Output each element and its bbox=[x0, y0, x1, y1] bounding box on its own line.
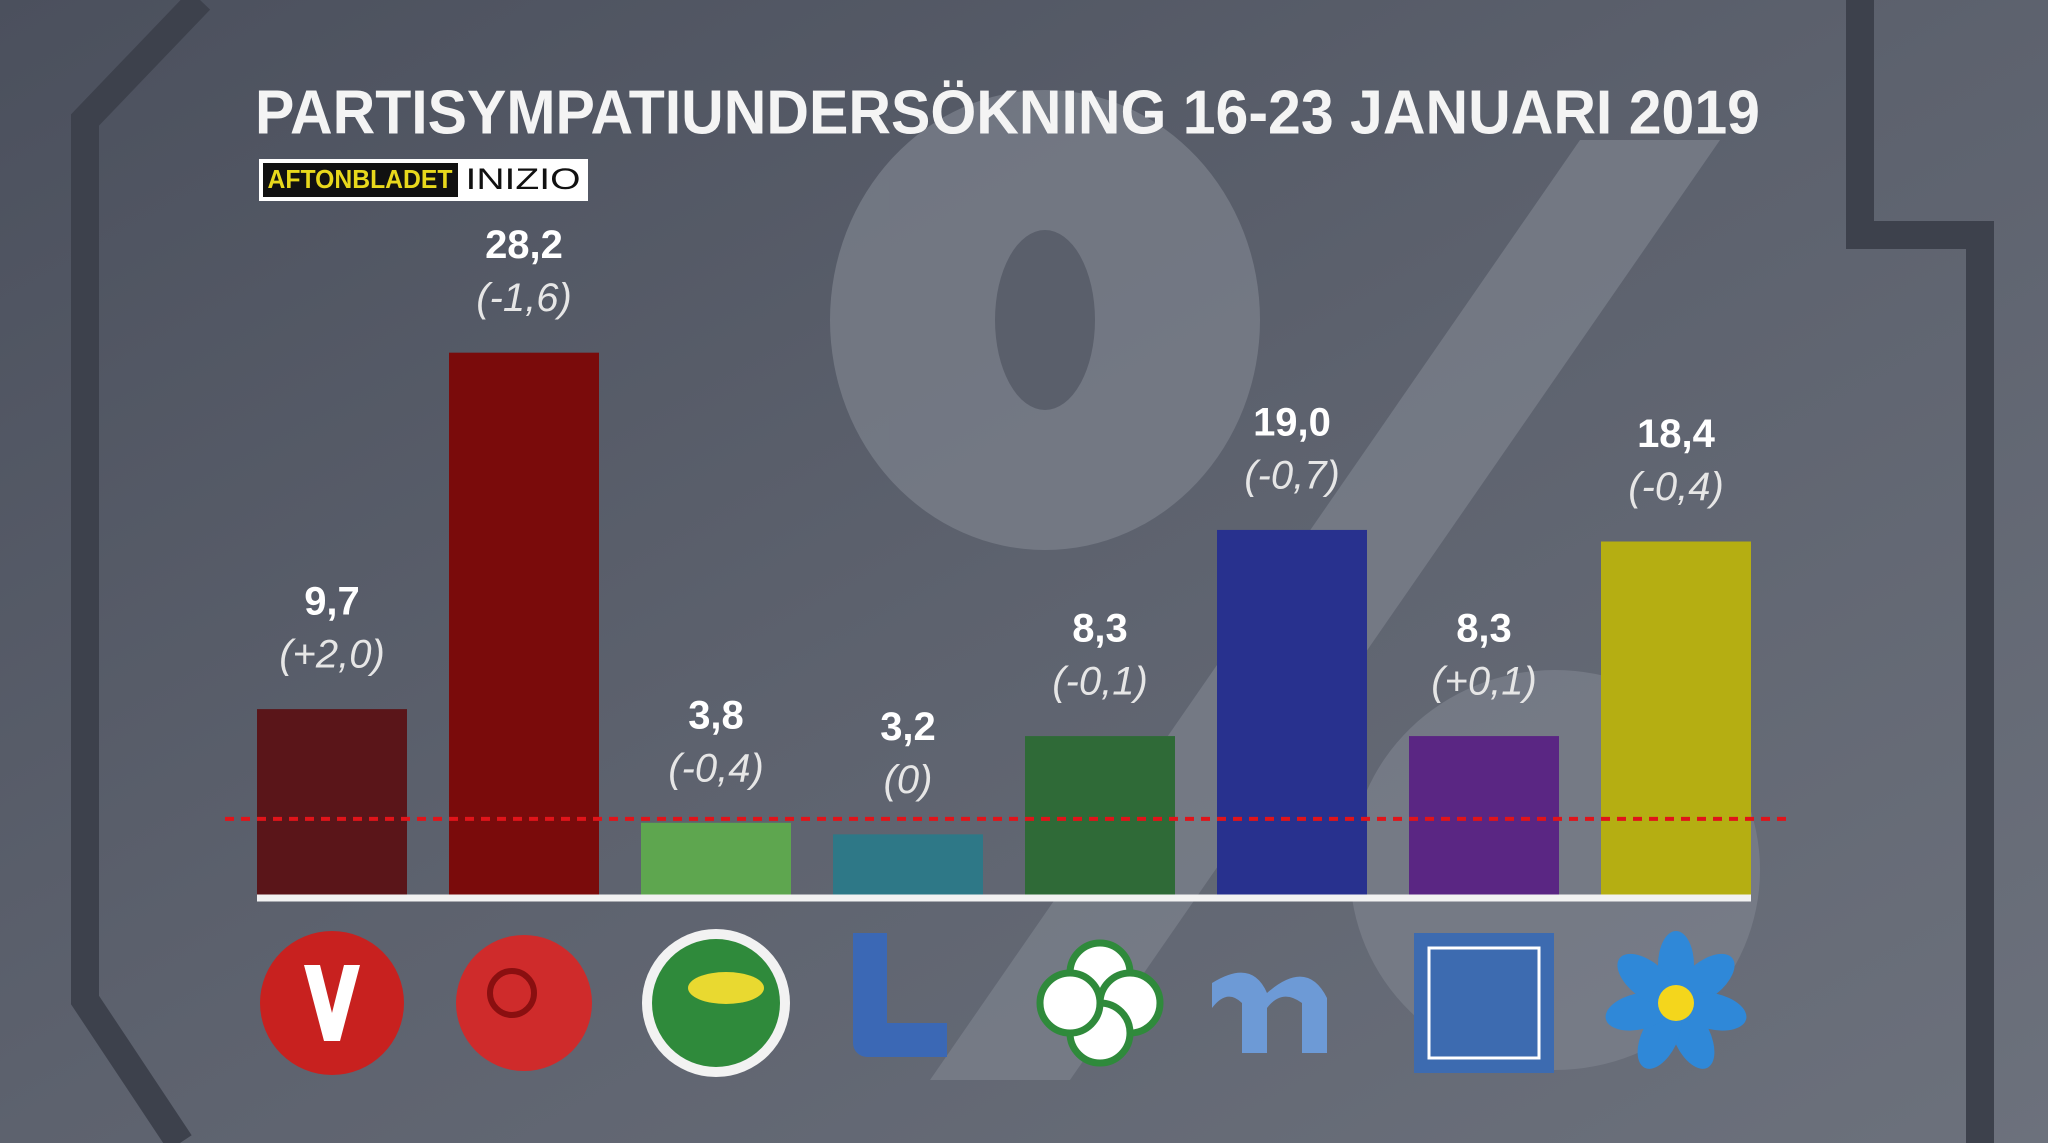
bar bbox=[641, 822, 791, 896]
logo bbox=[1670, 1005, 1715, 1069]
source-box-dark bbox=[263, 163, 458, 197]
logo bbox=[1414, 933, 1554, 1073]
frame-right bbox=[1846, 0, 1994, 1143]
change-label: (-0,7) bbox=[1244, 453, 1340, 497]
logo bbox=[304, 965, 360, 1041]
bar bbox=[833, 834, 983, 896]
value-label: 19,0 bbox=[1253, 400, 1331, 444]
logo bbox=[688, 972, 764, 1004]
bar bbox=[1025, 736, 1175, 896]
change-label: (+2,0) bbox=[279, 633, 385, 677]
chart-title: PARTISYMPATIUNDERSÖKNING 16-23 JANUARI 2… bbox=[255, 78, 1760, 147]
value-label: 28,2 bbox=[485, 223, 563, 267]
value-label: 8,3 bbox=[1072, 607, 1128, 651]
logo bbox=[260, 931, 404, 1075]
logo bbox=[1676, 953, 1735, 1005]
source-label: INIZIO bbox=[466, 163, 581, 196]
value-label: 18,4 bbox=[1637, 412, 1716, 456]
logo bbox=[1036, 969, 1104, 1037]
frame-left bbox=[71, 0, 211, 1143]
change-label: (-1,6) bbox=[476, 276, 572, 320]
watermark-hole bbox=[995, 230, 1095, 410]
value-label: 8,3 bbox=[1456, 607, 1512, 651]
bar bbox=[1601, 541, 1751, 896]
logo bbox=[1617, 953, 1676, 1005]
change-label: (+0,1) bbox=[1431, 660, 1537, 704]
change-label: (0) bbox=[884, 758, 933, 802]
value-label: 3,2 bbox=[880, 705, 936, 749]
bar bbox=[257, 709, 407, 896]
bar bbox=[1409, 736, 1559, 896]
logo bbox=[1427, 946, 1541, 1060]
logo bbox=[487, 968, 537, 1018]
logo bbox=[456, 935, 592, 1071]
logo bbox=[1658, 985, 1694, 1021]
change-label: (-0,1) bbox=[1052, 660, 1148, 704]
logo bbox=[1212, 972, 1327, 1053]
value-label: 3,8 bbox=[688, 693, 744, 737]
value-label: 9,7 bbox=[304, 580, 360, 624]
bar bbox=[1217, 529, 1367, 896]
source-label: AFTONBLADET bbox=[268, 164, 453, 194]
bar bbox=[449, 352, 599, 896]
logo bbox=[853, 933, 947, 1057]
change-label: (-0,4) bbox=[1628, 465, 1724, 509]
change-label: (-0,4) bbox=[668, 746, 764, 790]
